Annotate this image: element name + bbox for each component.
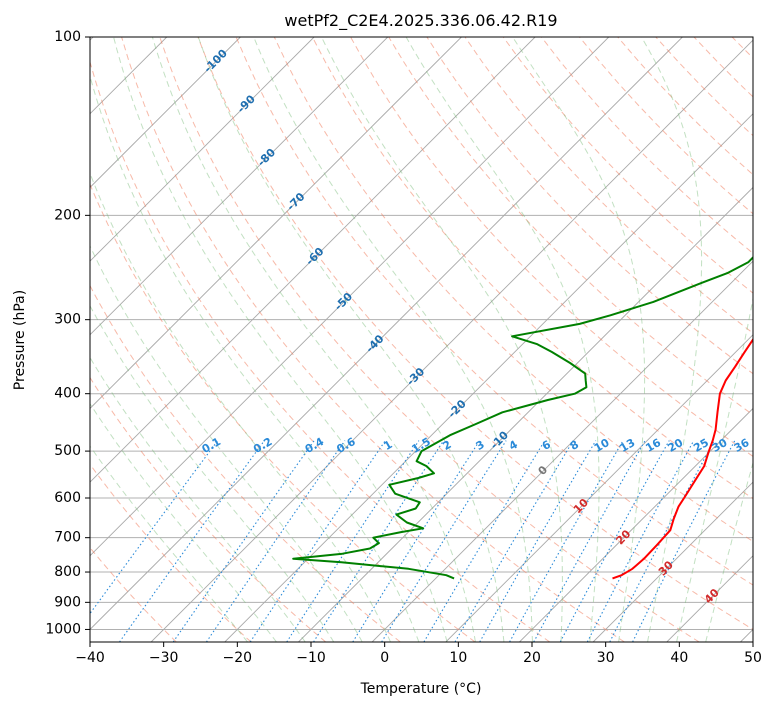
moist-adiabat <box>90 402 277 642</box>
y-tick-label: 500 <box>54 443 81 459</box>
moist-adiabat <box>321 37 563 642</box>
mixing-ratio-line <box>509 440 624 642</box>
isotherm <box>90 37 241 189</box>
dry-adiabat <box>502 37 753 294</box>
moist-adiabat <box>113 37 448 642</box>
moist-adiabat <box>197 37 505 642</box>
mixing-ratio-line <box>632 440 736 642</box>
isotherm <box>150 39 753 642</box>
y-tick-label: 700 <box>54 530 81 546</box>
isotherm <box>90 37 462 410</box>
isotherm <box>371 260 753 642</box>
y-tick-label: 400 <box>54 386 81 402</box>
x-tick-label: −30 <box>149 650 179 666</box>
x-tick-label: 50 <box>744 650 762 666</box>
moist-adiabat <box>90 304 335 642</box>
dry-adiabat <box>90 463 252 642</box>
mixing-ratio-line <box>454 440 574 642</box>
x-tick-label: 10 <box>449 650 467 666</box>
moist-adiabat <box>641 37 703 642</box>
isotherm <box>519 407 753 642</box>
mixing-ratio-line <box>249 440 386 642</box>
isotherm <box>445 334 753 642</box>
tick-layer: −40 −30 −20 −10 0 10 20 30 40 50 100 200 300 400 500 60… <box>45 29 762 666</box>
y-tick-label: 600 <box>54 490 81 506</box>
moist-adiabat <box>90 172 392 642</box>
y-tick-label: 800 <box>54 564 81 580</box>
moist-adiabat <box>90 244 363 642</box>
y-tick-label: 1000 <box>45 621 81 637</box>
mixing-ratio-line <box>352 440 481 642</box>
moist-adiabat <box>405 37 600 642</box>
x-tick-label: 30 <box>597 650 615 666</box>
mixing-ratio-line <box>423 440 546 642</box>
mixing-ratio-line <box>172 440 315 642</box>
background-lines <box>90 37 775 642</box>
mixing-ratio-line <box>533 440 646 642</box>
chart-title: wetPf2_C2E4.2025.336.06.42.R19 <box>284 11 557 31</box>
mixing-ratio-line <box>119 440 265 642</box>
moist-adiabat <box>151 37 476 642</box>
dry-adiabat <box>235 37 753 586</box>
x-tick-label: −20 <box>223 650 253 666</box>
moist-adiabat <box>253 37 533 642</box>
dry-adiabat <box>273 37 753 543</box>
x-tick-label: −40 <box>75 650 105 666</box>
dry-adiabat <box>770 37 775 642</box>
y-tick-label: 200 <box>54 207 81 223</box>
dry-adiabat <box>159 37 700 642</box>
isotherm <box>592 481 753 642</box>
y-tick-label: 900 <box>54 594 81 610</box>
profile-line-0 <box>612 337 753 580</box>
dry-adiabat <box>90 60 551 642</box>
mixing-ratio-line <box>479 440 597 642</box>
mixing-ratio-line <box>381 440 507 642</box>
isotherm <box>90 37 389 336</box>
isotherm <box>224 113 753 642</box>
mixing-ratio-line <box>313 440 445 642</box>
x-tick-label: 40 <box>670 650 688 666</box>
moist-adiabat <box>90 74 420 642</box>
moist-adiabat <box>705 461 753 642</box>
moist-adiabat <box>90 356 306 642</box>
x-axis-label: Temperature (°C) <box>360 681 482 697</box>
profile-line-1 <box>292 256 753 580</box>
moist-adiabat <box>512 37 646 642</box>
x-tick-label: 20 <box>523 650 541 666</box>
mixing-ratio-line <box>90 440 219 615</box>
isotherm <box>90 37 536 483</box>
dry-adiabat <box>197 37 753 630</box>
x-tick-label: 0 <box>380 650 389 666</box>
dry-adiabat <box>121 37 625 642</box>
y-axis-label: Pressure (hPa) <box>12 290 28 390</box>
dry-adiabat <box>90 376 327 642</box>
isotherm <box>90 37 315 262</box>
mixing-ratio-line <box>286 440 420 642</box>
x-tick-label: −10 <box>296 650 326 666</box>
moist-adiabat <box>90 445 248 642</box>
moist-adiabat <box>676 296 753 642</box>
series-layer <box>292 256 753 580</box>
plot-frame <box>89 36 754 643</box>
y-tick-label: 300 <box>54 312 81 328</box>
y-tick-label: 100 <box>54 29 81 45</box>
isotherm <box>90 37 683 631</box>
plot-background <box>90 37 753 642</box>
mixing-ratio-line <box>559 440 670 642</box>
isotherm <box>90 37 610 557</box>
dry-adiabat <box>311 37 753 500</box>
